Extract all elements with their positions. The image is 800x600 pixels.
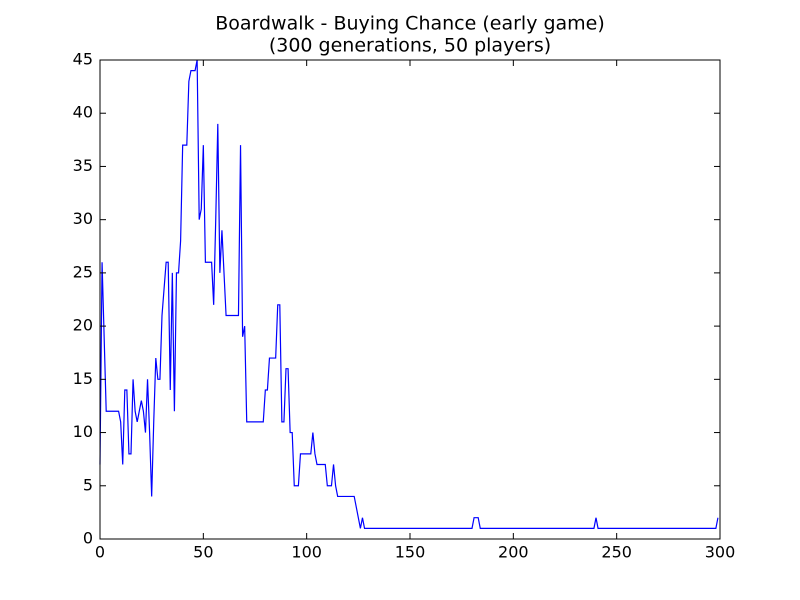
plot-frame	[99, 59, 721, 540]
y-tick-label: 10	[73, 422, 93, 441]
x-tick-label: 200	[498, 543, 529, 562]
x-tick-label: 50	[193, 543, 213, 562]
x-tick-label: 250	[601, 543, 632, 562]
chart-title: Boardwalk - Buying Chance (early game)	[215, 13, 605, 35]
x-tick-label: 100	[291, 543, 322, 562]
y-tick-label: 30	[73, 209, 93, 228]
y-tick-label: 0	[83, 529, 93, 548]
x-tick-label: 150	[395, 543, 426, 562]
y-tick-label: 45	[73, 50, 93, 69]
y-tick-label: 35	[73, 156, 93, 175]
y-tick-label: 5	[83, 475, 93, 494]
y-tick-label: 25	[73, 262, 93, 281]
line	[99, 59, 719, 529]
x-tick-label: 0	[95, 543, 105, 562]
chart-subtitle: (300 generations, 50 players)	[269, 35, 551, 57]
y-tick-label: 20	[73, 316, 93, 335]
y-tick-label: 15	[73, 369, 93, 388]
y-tick-label: 40	[73, 103, 93, 122]
x-tick-label: 300	[705, 543, 736, 562]
